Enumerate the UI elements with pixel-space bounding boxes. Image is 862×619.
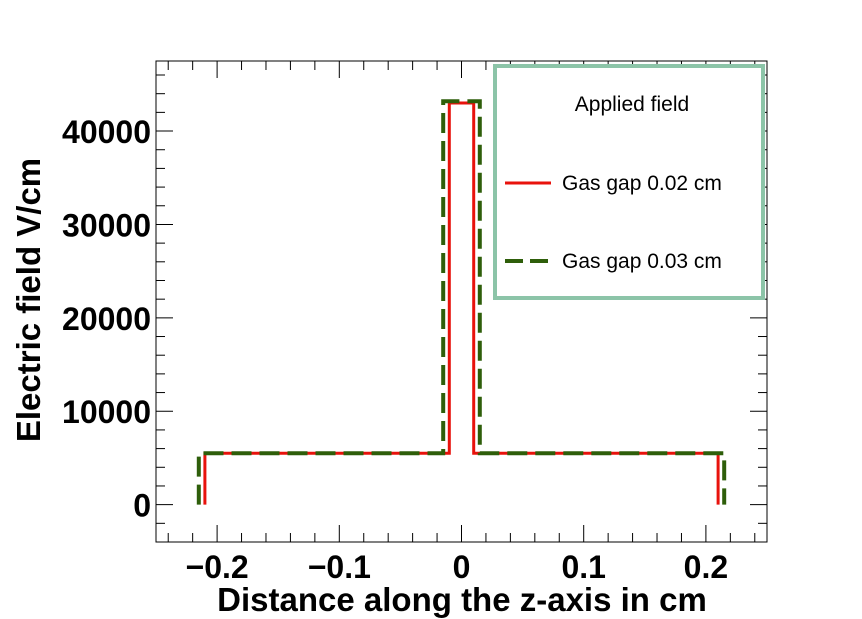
y-tick-label: 40000 [62, 114, 151, 150]
x-tick-label: 0.2 [684, 549, 728, 585]
x-tick-label: −0.1 [308, 549, 371, 585]
x-tick-label: 0 [453, 549, 471, 585]
y-axis-title: Electric field V/cm [10, 158, 47, 442]
series-line-1 [196, 99, 727, 505]
x-axis-tick-labels: −0.2 −0.1 0 0.1 0.2 [186, 549, 729, 585]
y-axis-tick-labels: 0 10000 20000 30000 40000 [62, 114, 151, 524]
x-tick-label: 0.1 [561, 549, 605, 585]
legend-label-gas-gap-003: Gas gap 0.03 cm [562, 250, 722, 273]
legend-label-gas-gap-002: Gas gap 0.02 cm [562, 172, 722, 195]
y-tick-label: 30000 [62, 207, 151, 243]
y-tick-label: 10000 [62, 394, 151, 430]
legend-title: Applied field [575, 93, 689, 116]
x-tick-label: −0.2 [186, 549, 249, 585]
legend: Applied field Gas gap 0.02 cm Gas gap 0.… [493, 64, 765, 300]
y-tick-label: 20000 [62, 301, 151, 337]
x-axis-title: Distance along the z-axis in cm [217, 581, 707, 618]
y-tick-label: 0 [133, 488, 151, 524]
series-group [196, 99, 727, 505]
